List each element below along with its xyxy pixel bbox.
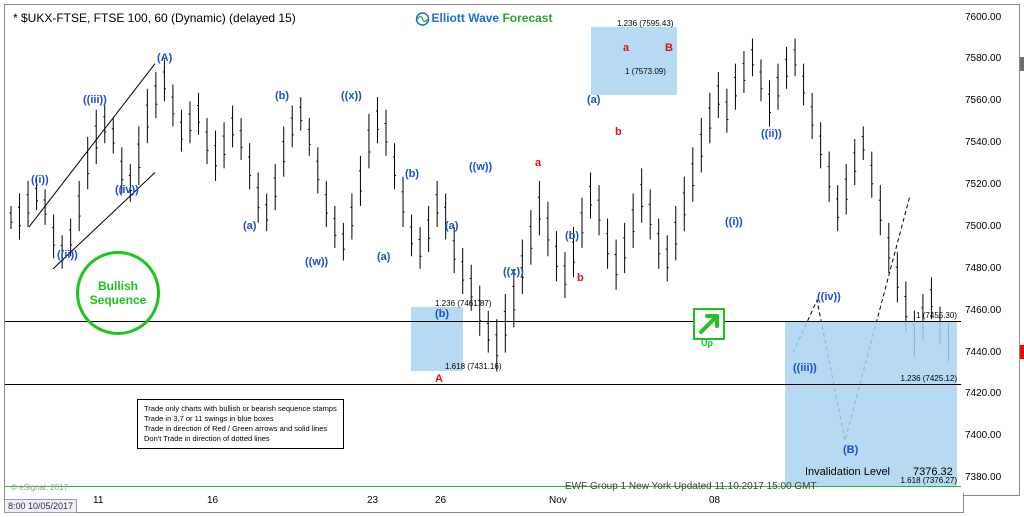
y-tick: 7460.00: [965, 305, 1001, 316]
y-tick: 7400.00: [965, 430, 1001, 441]
wave-label: ((iii)): [793, 362, 817, 374]
trade-rules-box: Trade only charts with bullish or bearis…: [137, 399, 344, 450]
y-tick: 7600.00: [965, 12, 1001, 23]
wave-label: a: [623, 42, 629, 54]
y-tick: 7480.00: [965, 263, 1001, 274]
wave-label: (B): [843, 444, 858, 456]
h-line: [5, 486, 963, 487]
y-tick: 7520.00: [965, 179, 1001, 190]
fib-label: 1 (7573.09): [625, 67, 666, 76]
x-tick: 23: [367, 495, 378, 506]
blue-box: [591, 27, 677, 95]
wave-label: ((ii)): [761, 128, 782, 140]
wave-label: b: [577, 272, 584, 284]
hline-label: 1.236 (7425.12): [901, 374, 958, 383]
wave-label: (a): [445, 220, 458, 232]
wave-label: (b): [565, 230, 579, 242]
blue-box: [785, 321, 957, 486]
up-arrow-label: Up: [693, 338, 721, 348]
h-line: [5, 384, 963, 385]
wave-label: (A): [157, 52, 172, 64]
invalidation-value: 7376.32: [913, 466, 953, 478]
y-tick: 7580.00: [965, 53, 1001, 64]
wave-label: (b): [405, 168, 419, 180]
wave-label: ((iv)): [817, 291, 841, 303]
esignal-copyright: © eSignal, 2017: [11, 483, 68, 492]
y-tick: 7560.00: [965, 95, 1001, 106]
y-tick: 7500.00: [965, 221, 1001, 232]
y-tick: 7420.00: [965, 388, 1001, 399]
x-tick: Nov: [549, 495, 567, 506]
wave-label: ((i)): [31, 174, 49, 186]
y-axis: 7380.00 7400.00 7420.00 7440.00 7460.00 7480.…: [961, 4, 1020, 496]
x-tick: 11: [93, 495, 103, 506]
chart-plot-area[interactable]: * $UKX-FTSE, FTSE 100, 60 (Dynamic) (del…: [4, 4, 964, 496]
fib-label: 1.618 (7431.16): [445, 362, 502, 371]
hline-label: 1 (7455.30): [916, 311, 957, 320]
wave-label: B: [665, 42, 673, 54]
x-tick: 16: [207, 495, 218, 506]
footer-text: EWF Group 1 New York Updated 11.10.2017 …: [565, 481, 817, 492]
wave-label: ((w)): [305, 256, 328, 268]
wave-label: ((w)): [469, 161, 492, 173]
wave-label: b: [615, 126, 622, 138]
y-tick: 7380.00: [965, 472, 1001, 483]
wave-label: ((i)): [725, 216, 743, 228]
x-tick: 08: [709, 495, 720, 506]
y-tick: 7540.00: [965, 137, 1001, 148]
wave-label: (a): [587, 94, 600, 106]
toolbar-timestamp: 8:00 10/05/2017: [4, 499, 77, 513]
wave-label: ((iv)): [115, 184, 139, 196]
wave-label: A: [435, 373, 443, 385]
wave-label: (a): [377, 251, 390, 263]
bullish-sequence-stamp: BullishSequence: [76, 251, 160, 335]
y-tick: 7440.00: [965, 347, 1001, 358]
invalidation-label: Invalidation Level: [805, 466, 890, 478]
wave-label: ((iii)): [83, 94, 107, 106]
wave-label: ((x)): [341, 90, 362, 102]
fib-label: 1.236 (7595.43): [617, 19, 674, 28]
wave-label: a: [535, 157, 541, 169]
wave-label: (b): [435, 308, 449, 320]
x-axis: 11 16 23 26 Nov 08: [4, 493, 964, 513]
x-tick: 26: [435, 495, 446, 506]
wave-label: (a): [243, 220, 256, 232]
wave-label: (b): [275, 90, 289, 102]
wave-label: ((x)): [503, 266, 524, 278]
up-arrow-icon: [693, 308, 725, 340]
wave-label: ((ii)): [57, 249, 78, 261]
